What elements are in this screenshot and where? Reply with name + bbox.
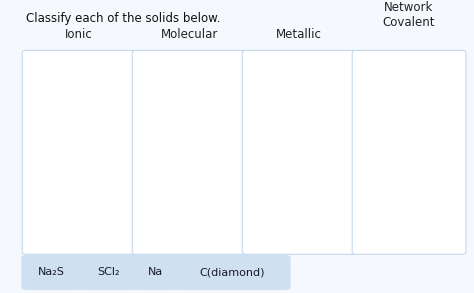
Text: SCl₂: SCl₂ — [97, 268, 120, 277]
FancyBboxPatch shape — [135, 255, 177, 290]
Text: C(diamond): C(diamond) — [199, 268, 264, 277]
Text: Ionic: Ionic — [65, 28, 93, 41]
Text: Na₂S: Na₂S — [38, 268, 65, 277]
FancyBboxPatch shape — [21, 255, 82, 290]
Text: Na: Na — [148, 268, 164, 277]
Text: Classify each of the solids below.: Classify each of the solids below. — [26, 12, 220, 25]
Text: Network
Covalent: Network Covalent — [383, 1, 435, 29]
FancyBboxPatch shape — [173, 255, 291, 290]
Text: Molecular: Molecular — [160, 28, 218, 41]
FancyBboxPatch shape — [132, 50, 246, 254]
FancyBboxPatch shape — [352, 50, 466, 254]
FancyBboxPatch shape — [242, 50, 356, 254]
Text: Metallic: Metallic — [276, 28, 322, 41]
FancyBboxPatch shape — [78, 255, 139, 290]
FancyBboxPatch shape — [22, 50, 136, 254]
